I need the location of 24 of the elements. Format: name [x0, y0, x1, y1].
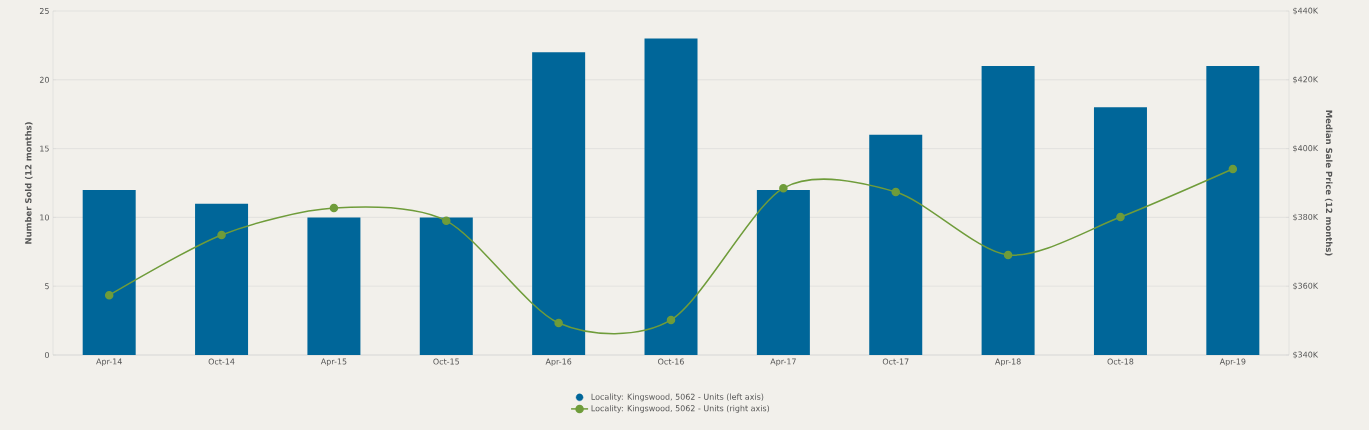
bar	[532, 52, 586, 355]
point	[554, 318, 563, 328]
bar	[869, 134, 923, 355]
bar	[981, 66, 1035, 355]
point	[1228, 164, 1238, 174]
point	[1003, 250, 1013, 260]
point	[1116, 212, 1125, 222]
point	[217, 230, 226, 240]
point	[779, 183, 788, 193]
bar	[756, 189, 810, 355]
bar	[82, 189, 136, 355]
bar	[1206, 66, 1260, 355]
y-axis-title: Number Sold (12 months)	[24, 122, 33, 244]
point	[104, 290, 114, 300]
point	[442, 216, 451, 226]
bar	[419, 217, 473, 355]
point	[329, 203, 339, 213]
point	[891, 187, 900, 197]
bar	[307, 217, 361, 355]
bar	[1093, 107, 1147, 355]
point	[666, 315, 676, 325]
bar	[195, 203, 249, 355]
y2-axis-title: Median Sale Price (12 months)	[1324, 110, 1333, 256]
bar	[644, 38, 698, 355]
